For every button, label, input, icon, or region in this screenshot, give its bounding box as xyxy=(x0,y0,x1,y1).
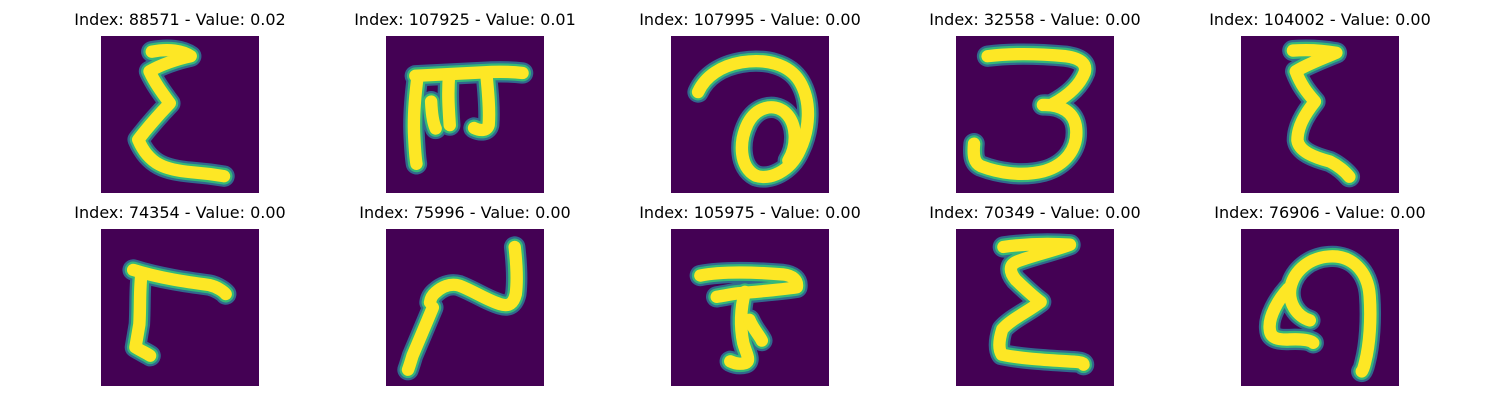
panel-8: Index: 105975 - Value: 0.00 xyxy=(630,201,870,391)
panel-title: Index: 70349 - Value: 0.00 xyxy=(929,203,1141,222)
handwritten-glyph-image xyxy=(671,229,829,386)
panel-9: Index: 70349 - Value: 0.00 xyxy=(915,201,1155,391)
handwritten-glyph-image xyxy=(386,229,544,386)
panel-title: Index: 107925 - Value: 0.01 xyxy=(354,10,576,29)
panel-1: Index: 88571 - Value: 0.02 xyxy=(60,8,300,198)
handwritten-glyph-image xyxy=(101,229,259,386)
panel-title: Index: 74354 - Value: 0.00 xyxy=(74,203,286,222)
panel-title: Index: 104002 - Value: 0.00 xyxy=(1209,10,1431,29)
panel-title: Index: 105975 - Value: 0.00 xyxy=(639,203,861,222)
panel-title: Index: 107995 - Value: 0.00 xyxy=(639,10,861,29)
handwritten-glyph-image xyxy=(956,229,1114,386)
handwritten-glyph-image xyxy=(956,36,1114,193)
panel-title: Index: 76906 - Value: 0.00 xyxy=(1214,203,1426,222)
handwritten-glyph-image xyxy=(671,36,829,193)
handwritten-glyph-image xyxy=(386,36,544,193)
handwritten-glyph-image xyxy=(101,36,259,193)
handwritten-glyph-image xyxy=(1241,229,1399,386)
panel-title: Index: 75996 - Value: 0.00 xyxy=(359,203,571,222)
panel-title: Index: 32558 - Value: 0.00 xyxy=(929,10,1141,29)
panel-7: Index: 75996 - Value: 0.00 xyxy=(345,201,585,391)
panel-2: Index: 107925 - Value: 0.01 xyxy=(345,8,585,198)
panel-title: Index: 88571 - Value: 0.02 xyxy=(74,10,286,29)
panel-3: Index: 107995 - Value: 0.00 xyxy=(630,8,870,198)
panel-4: Index: 32558 - Value: 0.00 xyxy=(915,8,1155,198)
panel-5: Index: 104002 - Value: 0.00 xyxy=(1200,8,1440,198)
panel-6: Index: 74354 - Value: 0.00 xyxy=(60,201,300,391)
handwritten-glyph-image xyxy=(1241,36,1399,193)
panel-10: Index: 76906 - Value: 0.00 xyxy=(1200,201,1440,391)
